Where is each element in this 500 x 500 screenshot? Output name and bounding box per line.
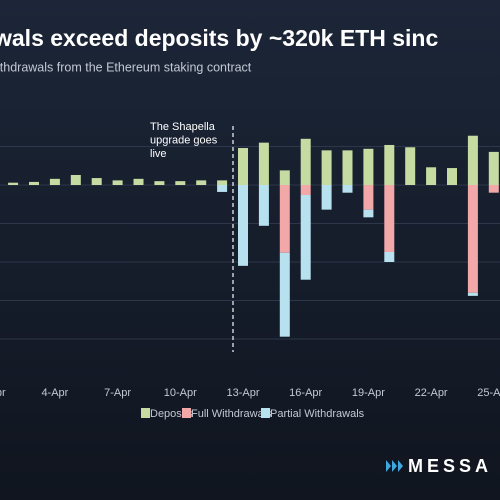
bar bbox=[133, 178, 144, 185]
bar bbox=[217, 180, 228, 185]
bar bbox=[29, 181, 39, 185]
bar bbox=[300, 185, 311, 196]
bar bbox=[70, 174, 81, 185]
bar bbox=[217, 185, 228, 192]
annotation: The Shapella bbox=[150, 121, 216, 133]
bar bbox=[258, 185, 269, 226]
bar bbox=[49, 178, 60, 185]
bar bbox=[279, 252, 290, 337]
bar bbox=[300, 195, 311, 280]
x-tick-label: 10-Apr bbox=[164, 387, 197, 399]
bar bbox=[405, 147, 416, 185]
bar bbox=[363, 209, 374, 218]
annotation: upgrade goes bbox=[150, 134, 218, 146]
annotation: live bbox=[150, 148, 167, 160]
bar bbox=[321, 150, 332, 185]
bar bbox=[279, 170, 290, 185]
bar bbox=[467, 292, 478, 296]
brand: MESSA bbox=[408, 456, 492, 476]
bar bbox=[467, 135, 478, 185]
bar bbox=[91, 178, 102, 185]
bar bbox=[384, 144, 395, 185]
bar bbox=[488, 151, 499, 185]
x-tick-label: 16-Apr bbox=[289, 387, 322, 399]
x-tick-label: 19-Apr bbox=[352, 387, 385, 399]
bar bbox=[258, 142, 269, 185]
x-tick-label: 13-Apr bbox=[226, 387, 259, 399]
bar bbox=[196, 180, 207, 185]
bar bbox=[384, 251, 395, 262]
bar bbox=[321, 185, 332, 210]
bar bbox=[279, 185, 290, 253]
bar bbox=[342, 185, 353, 193]
bar bbox=[8, 182, 19, 185]
bar bbox=[363, 185, 374, 210]
x-tick-label: 1-Apr bbox=[0, 387, 6, 399]
bar bbox=[447, 168, 457, 185]
legend-swatch bbox=[261, 408, 270, 418]
bar bbox=[488, 185, 499, 193]
chart-subtitle: ithdrawals from the Ethereum staking con… bbox=[0, 60, 252, 74]
x-tick-label: 22-Apr bbox=[415, 387, 448, 399]
legend-label: Partial Withdrawals bbox=[270, 408, 365, 420]
bar bbox=[175, 181, 186, 185]
bar bbox=[238, 185, 248, 266]
x-tick-label: 25-Apr bbox=[477, 387, 500, 399]
bar bbox=[238, 148, 248, 185]
legend-swatch bbox=[141, 408, 150, 418]
bar bbox=[154, 181, 165, 185]
bar bbox=[426, 167, 437, 185]
bar bbox=[342, 150, 353, 185]
bar bbox=[467, 185, 478, 293]
legend-label: Full Withdrawals bbox=[191, 408, 272, 420]
logo: MESSA bbox=[386, 456, 492, 476]
legend-swatch bbox=[182, 408, 191, 418]
chart-title: wals exceed deposits by ~320k ETH sinc bbox=[0, 25, 438, 51]
bar bbox=[112, 180, 123, 185]
bar bbox=[384, 185, 395, 252]
bar bbox=[300, 138, 311, 185]
x-tick-label: 4-Apr bbox=[41, 387, 68, 399]
bar bbox=[363, 148, 374, 185]
x-tick-label: 7-Apr bbox=[104, 387, 131, 399]
logo-icon bbox=[386, 460, 403, 472]
